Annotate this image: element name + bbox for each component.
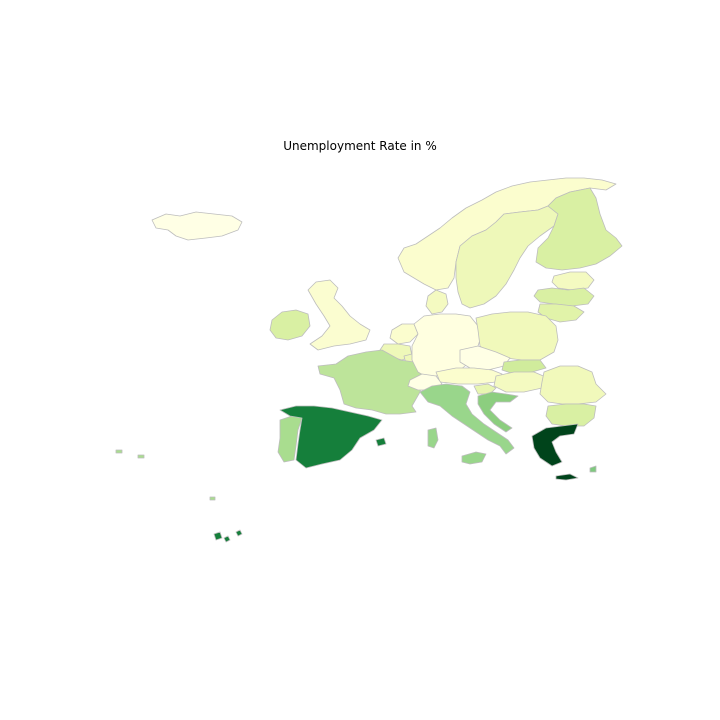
region-slovakia [501,359,547,375]
region-lithuania [537,303,585,323]
region-netherlands [389,323,419,345]
region-portugal-islands [115,449,216,501]
region-greece-crete [555,473,579,481]
region-bulgaria [545,403,597,427]
region-hungary [493,371,549,393]
region-italy-sardinia [427,427,439,449]
region-slovenia [473,383,497,395]
region-iceland [151,211,243,241]
region-italy-sicily [461,451,487,465]
region-denmark [425,289,449,315]
region-latvia [533,287,595,307]
region-spain [279,405,383,469]
region-spain-balearic [375,437,387,447]
region-croatia [477,391,519,433]
region-austria [435,367,503,385]
region-sweden [455,205,559,309]
region-france [317,349,425,415]
region-estonia [551,271,595,291]
region-spain-canary [213,529,243,543]
region-ireland [269,309,311,341]
region-romania [539,365,607,405]
region-finland [535,187,623,271]
region-united-kingdom [307,279,371,351]
region-italy [419,383,515,455]
region-greece [531,423,579,467]
map-title: Unemployment Rate in % [283,139,437,153]
region-cyprus [589,465,597,473]
